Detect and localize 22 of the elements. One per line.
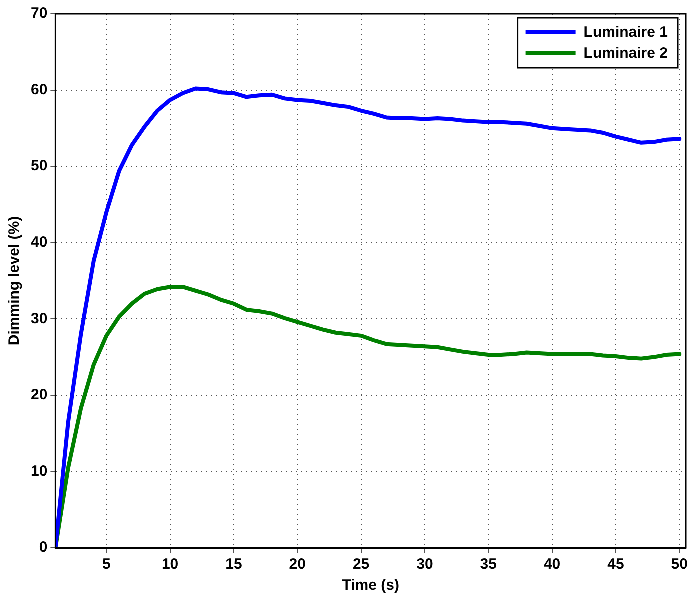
x-tick-label: 5 xyxy=(102,556,111,574)
legend-label: Luminaire 2 xyxy=(584,45,668,62)
x-tick-label: 35 xyxy=(480,556,497,574)
y-tick-label: 0 xyxy=(39,539,48,556)
y-tick-label: 20 xyxy=(30,386,48,404)
y-tick-label: 40 xyxy=(30,234,48,251)
y-tick-label: 50 xyxy=(30,158,48,175)
y-tick-label: 30 xyxy=(30,310,48,328)
y-axis-title: Dimming level (%) xyxy=(6,216,24,346)
x-axis-title: Time (s) xyxy=(342,577,400,594)
y-tick-label: 10 xyxy=(30,462,48,480)
x-tick-label: 50 xyxy=(671,556,688,574)
x-tick-label: 10 xyxy=(162,556,179,574)
x-tick-label: 30 xyxy=(416,556,434,574)
x-tick-label: 25 xyxy=(352,556,370,574)
x-tick-label: 15 xyxy=(226,556,242,574)
x-tick-label: 40 xyxy=(544,556,561,574)
y-tick-label: 60 xyxy=(30,81,48,98)
legend-label: Luminaire 1 xyxy=(584,24,668,42)
x-tick-label: 20 xyxy=(289,556,306,574)
x-tick-label: 45 xyxy=(608,556,624,574)
y-tick-label: 70 xyxy=(30,5,48,22)
